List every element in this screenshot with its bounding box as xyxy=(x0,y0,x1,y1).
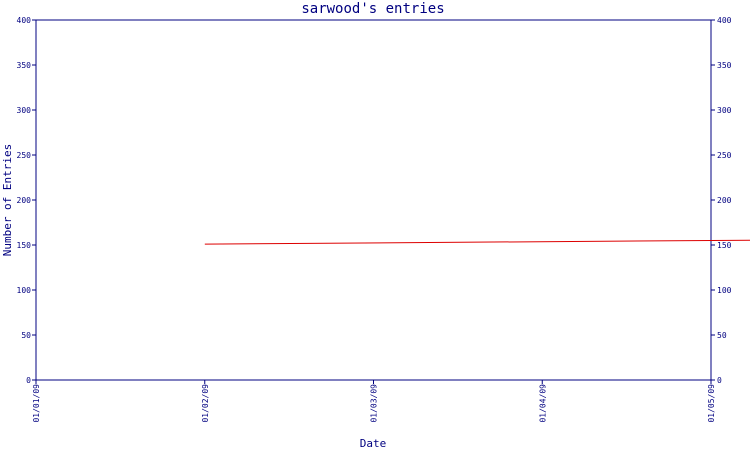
y-tick-label-right: 400 xyxy=(717,16,732,25)
y-tick-label-left: 250 xyxy=(17,151,32,160)
y-tick-label-right: 250 xyxy=(717,151,732,160)
x-tick-label: 01/05/09 xyxy=(707,384,716,423)
x-tick-label: 01/02/09 xyxy=(201,384,210,423)
y-tick-label-right: 50 xyxy=(717,331,727,340)
plot-area-frame xyxy=(35,19,712,381)
y-tick-label-left: 50 xyxy=(21,331,31,340)
y-tick-label-left: 400 xyxy=(17,16,32,25)
y-tick-label-left: 0 xyxy=(26,376,31,385)
x-axis-label: Date xyxy=(360,437,387,450)
y-tick-label-right: 150 xyxy=(717,241,732,250)
y-tick-label-left: 150 xyxy=(17,241,32,250)
y-tick-label-left: 100 xyxy=(17,286,32,295)
y-tick-label-right: 350 xyxy=(717,61,732,70)
y-axis-right: 0 50 100 150 200 250 300 350 400 xyxy=(711,16,732,385)
x-tick-label: 01/03/09 xyxy=(370,384,379,423)
y-tick-label-right: 100 xyxy=(717,286,732,295)
y-tick-label-right: 0 xyxy=(717,376,722,385)
y-axis-label: Number of Entries xyxy=(1,144,14,257)
series-layer xyxy=(204,239,750,245)
chart-title: sarwood's entries xyxy=(301,1,444,17)
x-tick-label: 01/01/09 xyxy=(32,384,41,423)
y-tick-label-left: 300 xyxy=(17,106,32,115)
x-tick-label: 01/04/09 xyxy=(538,384,547,423)
y-tick-label-right: 200 xyxy=(717,196,732,205)
y-axis-left: 0 50 100 150 200 250 300 350 400 xyxy=(17,16,36,385)
y-tick-label-left: 350 xyxy=(17,61,32,70)
y-tick-label-right: 300 xyxy=(717,106,732,115)
series-line xyxy=(204,239,750,245)
x-axis: 01/01/09 01/02/09 01/03/09 01/04/09 01/05/09 xyxy=(32,380,716,423)
y-tick-label-left: 200 xyxy=(17,196,32,205)
